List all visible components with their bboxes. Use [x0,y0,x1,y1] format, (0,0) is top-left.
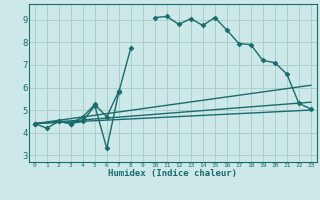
X-axis label: Humidex (Indice chaleur): Humidex (Indice chaleur) [108,169,237,178]
